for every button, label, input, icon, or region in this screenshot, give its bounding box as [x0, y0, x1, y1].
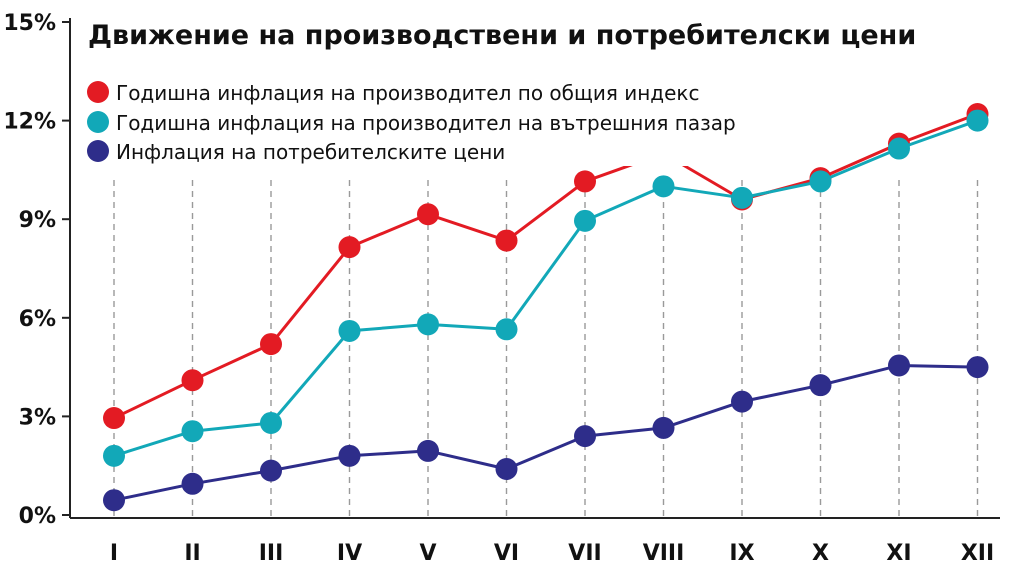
legend-background [80, 74, 720, 166]
data-point [888, 354, 910, 377]
data-point [338, 444, 361, 467]
series-lines [103, 103, 989, 512]
data-point [495, 457, 518, 480]
data-point [181, 472, 204, 495]
y-tick-label: 15% [3, 11, 56, 36]
data-point [966, 109, 989, 132]
y-tick-label: 0% [19, 504, 56, 529]
y-tick-label: 6% [19, 307, 56, 332]
data-point [338, 236, 361, 259]
data-point [809, 374, 832, 397]
y-tick-labels: 0% 3% 6% 9% 12% 15% [3, 11, 70, 529]
y-tick-label: 12% [3, 110, 56, 135]
data-point [888, 137, 910, 160]
data-point [260, 411, 282, 434]
legend-label-producer-general: Годишна инфлация на производител по общи… [116, 81, 700, 105]
axes [69, 18, 1000, 519]
data-point [417, 313, 439, 336]
x-tick-label: VIII [643, 541, 685, 566]
chart-title: Движение на производствени и потребителс… [88, 20, 916, 51]
series-2 [103, 354, 989, 512]
x-tick-label: II [184, 541, 200, 566]
data-point [181, 420, 204, 443]
legend: Годишна инфлация на производител по общи… [80, 74, 736, 166]
series-line [113, 119, 979, 458]
x-tick-label: IV [337, 541, 362, 566]
series-line [113, 112, 979, 420]
x-tick-label: VII [568, 541, 601, 566]
data-point [338, 319, 361, 342]
legend-marker-producer-general [87, 81, 109, 103]
data-point [809, 170, 832, 193]
x-tick-label: III [259, 541, 284, 566]
x-tick-label: IX [729, 541, 754, 566]
legend-marker-consumer [87, 140, 109, 162]
data-point [966, 356, 989, 379]
data-point [417, 439, 439, 462]
x-tick-label: V [419, 541, 436, 566]
grid-lines [113, 180, 979, 518]
x-tick-labels: I II III IV V VI VII VIII IX X XI XII [110, 541, 994, 566]
series-line [113, 364, 978, 502]
data-point [417, 203, 439, 226]
data-point [731, 186, 753, 209]
title-background [82, 10, 952, 52]
x-tick-label: VI [494, 541, 519, 566]
y-tick-label: 9% [19, 208, 56, 233]
data-point [260, 333, 282, 356]
x-tick-label: XII [961, 541, 994, 566]
data-point [652, 416, 675, 439]
x-tick-label: I [110, 541, 118, 566]
series-1 [103, 109, 989, 467]
x-tick-label: XI [886, 541, 911, 566]
legend-label-consumer: Инфлация на потребителските цени [116, 140, 505, 164]
data-point [731, 390, 753, 413]
data-point [103, 489, 125, 512]
data-point [652, 175, 675, 198]
data-point [495, 229, 518, 252]
data-point [103, 407, 125, 430]
data-point [260, 459, 282, 482]
data-point [181, 369, 204, 392]
y-tick-label: 3% [19, 405, 56, 430]
legend-label-producer-domestic: Годишна инфлация на производител на вътр… [116, 111, 736, 135]
data-point [574, 425, 596, 448]
data-point [574, 170, 596, 193]
x-tick-label: X [812, 541, 829, 566]
data-point [103, 444, 125, 467]
data-point [574, 209, 596, 232]
legend-marker-producer-domestic [87, 111, 109, 133]
data-point [495, 318, 518, 341]
